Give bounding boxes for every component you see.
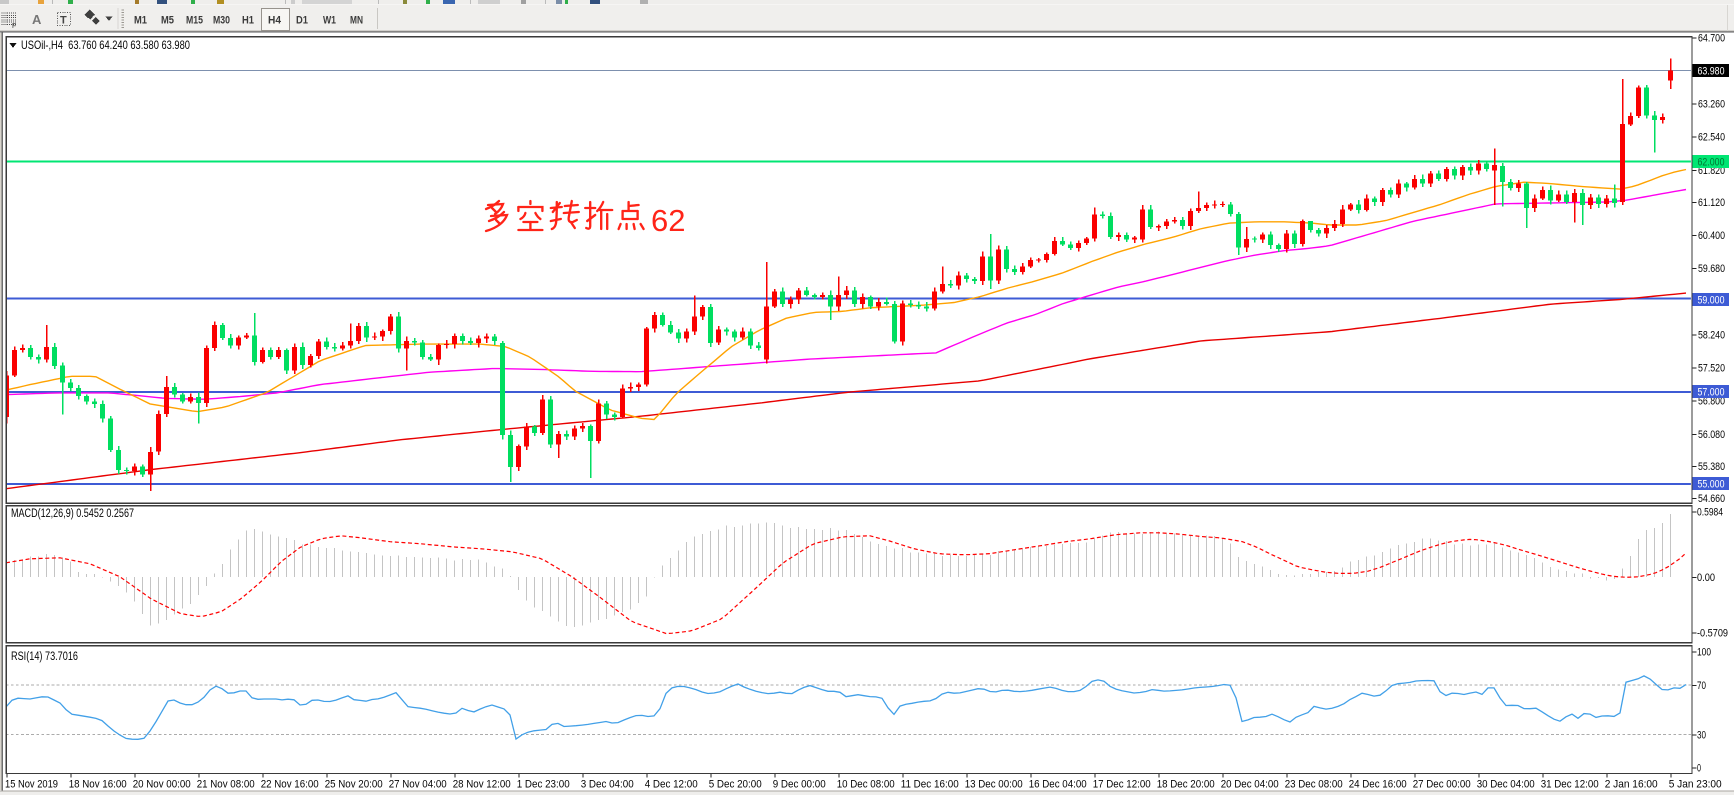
svg-text:56.080: 56.080	[1698, 429, 1725, 441]
svg-text:57.000: 57.000	[1698, 387, 1725, 399]
svg-text:F: F	[12, 23, 16, 30]
svg-text:W1: W1	[323, 15, 336, 27]
svg-text:20 Nov 00:00: 20 Nov 00:00	[133, 779, 191, 791]
svg-text:27 Nov 04:00: 27 Nov 04:00	[389, 779, 447, 791]
svg-text:M30: M30	[213, 15, 230, 27]
svg-text:MACD(12,26,9) 0.5452 0.2567: MACD(12,26,9) 0.5452 0.2567	[11, 508, 134, 520]
svg-text:63.980: 63.980	[1698, 65, 1725, 77]
svg-text:M15: M15	[186, 15, 203, 27]
svg-text:17 Dec 12:00: 17 Dec 12:00	[1093, 779, 1151, 791]
svg-text:0.5984: 0.5984	[1697, 507, 1723, 519]
svg-text:58.240: 58.240	[1698, 330, 1725, 342]
svg-text:1 Dec 23:00: 1 Dec 23:00	[517, 779, 570, 791]
svg-text:5 Jan 23:00: 5 Jan 23:00	[1669, 779, 1722, 791]
svg-text:31 Dec 12:00: 31 Dec 12:00	[1541, 779, 1599, 791]
svg-text:10 Dec 08:00: 10 Dec 08:00	[837, 779, 895, 791]
svg-text:D1: D1	[296, 15, 308, 27]
svg-text:5 Dec 20:00: 5 Dec 20:00	[709, 779, 762, 791]
svg-text:30 Dec 04:00: 30 Dec 04:00	[1477, 779, 1535, 791]
svg-text:H1: H1	[242, 15, 254, 27]
svg-text:25 Nov 20:00: 25 Nov 20:00	[325, 779, 383, 791]
svg-text:M5: M5	[161, 15, 174, 27]
svg-text:60.400: 60.400	[1698, 230, 1725, 242]
svg-text:0.00: 0.00	[1697, 572, 1715, 584]
svg-text:62.540: 62.540	[1698, 132, 1725, 144]
svg-text:T: T	[60, 15, 67, 27]
svg-text:USOil-,H4 63.760 64.240 63.58: USOil-,H4 63.760 64.240 63.580 63.980	[21, 38, 190, 52]
svg-text:100: 100	[1697, 647, 1711, 659]
svg-text:62: 62	[651, 203, 685, 238]
svg-text:MN: MN	[350, 15, 363, 27]
svg-text:M1: M1	[134, 15, 147, 27]
svg-text:3 Dec 04:00: 3 Dec 04:00	[581, 779, 634, 791]
svg-text:21 Nov 08:00: 21 Nov 08:00	[197, 779, 255, 791]
svg-text:24 Dec 16:00: 24 Dec 16:00	[1349, 779, 1407, 791]
svg-text:4 Dec 12:00: 4 Dec 12:00	[645, 779, 698, 791]
svg-text:16 Dec 04:00: 16 Dec 04:00	[1029, 779, 1087, 791]
svg-text:28 Nov 12:00: 28 Nov 12:00	[453, 779, 511, 791]
svg-text:55.000: 55.000	[1698, 479, 1725, 491]
svg-text:RSI(14) 73.7016: RSI(14) 73.7016	[11, 651, 78, 663]
svg-text:2 Jan 16:00: 2 Jan 16:00	[1605, 779, 1658, 791]
svg-text:54.660: 54.660	[1698, 493, 1725, 505]
svg-text:20 Dec 04:00: 20 Dec 04:00	[1221, 779, 1279, 791]
svg-text:11 Dec 16:00: 11 Dec 16:00	[901, 779, 959, 791]
svg-text:27 Dec 00:00: 27 Dec 00:00	[1413, 779, 1471, 791]
svg-text:18 Nov 16:00: 18 Nov 16:00	[69, 779, 127, 791]
svg-text:23 Dec 08:00: 23 Dec 08:00	[1285, 779, 1343, 791]
svg-text:57.520: 57.520	[1698, 363, 1725, 375]
svg-text:59.000: 59.000	[1698, 295, 1725, 307]
svg-text:55.380: 55.380	[1698, 461, 1725, 473]
svg-text:9 Dec 00:00: 9 Dec 00:00	[773, 779, 826, 791]
svg-text:13 Dec 00:00: 13 Dec 00:00	[965, 779, 1023, 791]
svg-text:59.680: 59.680	[1698, 263, 1725, 275]
svg-text:56.800: 56.800	[1698, 396, 1725, 408]
svg-text:15 Nov 2019: 15 Nov 2019	[5, 779, 58, 791]
svg-text:70: 70	[1697, 680, 1706, 692]
svg-text:0: 0	[1697, 763, 1701, 775]
svg-text:62.000: 62.000	[1698, 157, 1725, 169]
svg-text:30: 30	[1697, 730, 1706, 742]
svg-text:A: A	[32, 12, 42, 27]
svg-text:H4: H4	[268, 15, 282, 27]
svg-text:63.260: 63.260	[1698, 99, 1725, 111]
svg-text:64.700: 64.700	[1698, 32, 1725, 44]
svg-text:18 Dec 20:00: 18 Dec 20:00	[1157, 779, 1215, 791]
svg-text:61.120: 61.120	[1698, 197, 1725, 209]
svg-text:22 Nov 16:00: 22 Nov 16:00	[261, 779, 319, 791]
svg-text:-0.5709: -0.5709	[1697, 628, 1728, 640]
